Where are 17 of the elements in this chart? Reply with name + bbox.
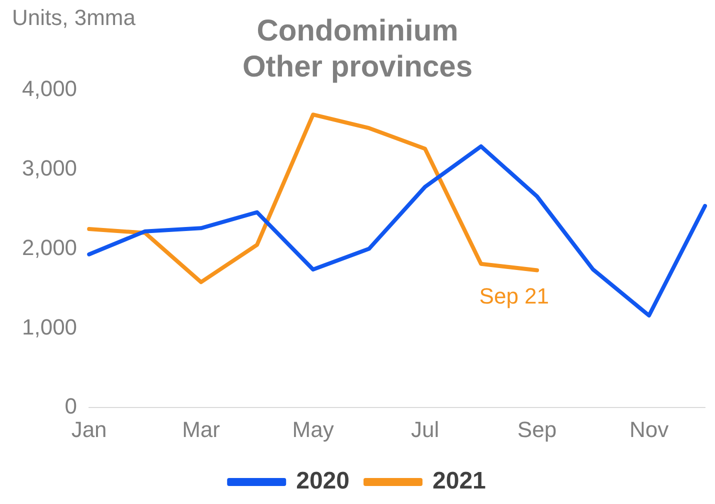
y-tick-label: 3,000 <box>22 155 78 180</box>
y-axis-title: Units, 3mma <box>12 5 136 30</box>
x-tick-label: Sep <box>517 416 557 442</box>
x-tick-label: Nov <box>629 416 669 442</box>
x-tick-label: Jul <box>410 416 440 442</box>
y-tick-label: 1,000 <box>22 314 78 340</box>
x-tick-label: May <box>292 416 334 442</box>
annotation: Sep 21 <box>479 283 550 308</box>
y-tick-label: 4,000 <box>22 76 78 102</box>
x-tick-label: Mar <box>182 416 220 442</box>
text: Condominium <box>256 14 458 48</box>
y-tick-label: 2,000 <box>22 234 78 260</box>
legend-label: 2021 <box>432 468 486 495</box>
text: Other provinces <box>242 50 473 84</box>
y-tick-label: 0 <box>64 394 78 419</box>
x-tick-label: Jan <box>71 416 107 442</box>
legend-label: 2020 <box>296 468 350 495</box>
